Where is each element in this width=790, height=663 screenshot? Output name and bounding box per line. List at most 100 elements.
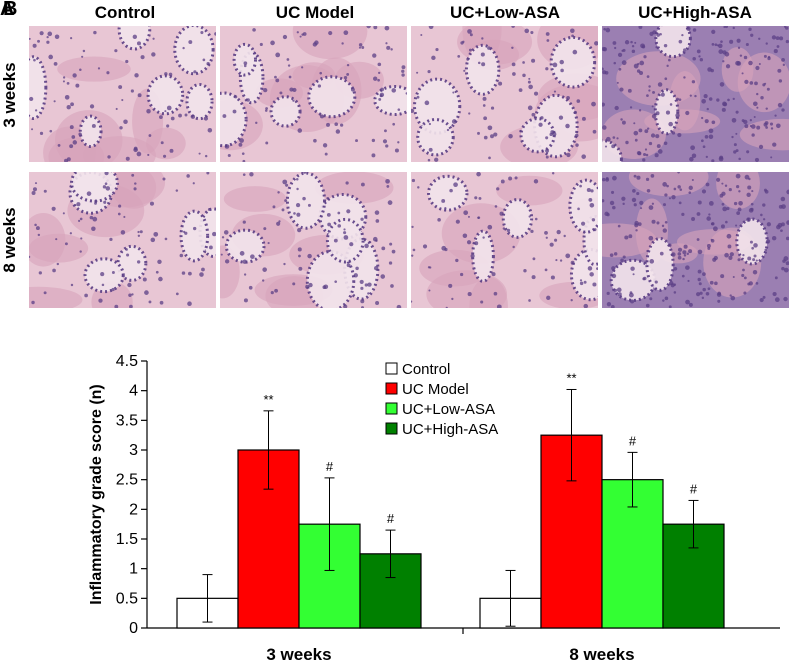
tissue-nucleus xyxy=(776,123,781,129)
y-tick-label: 1 xyxy=(129,561,138,578)
tissue-nucleus xyxy=(686,26,691,31)
tissue-nucleus xyxy=(662,228,667,233)
tissue-nucleus xyxy=(778,79,783,83)
tissue-nucleus xyxy=(751,246,754,250)
tissue-nucleus xyxy=(248,285,253,290)
tissue-nucleus xyxy=(385,144,389,148)
tissue-nucleus xyxy=(163,154,167,158)
tissue-nucleus xyxy=(270,40,275,46)
tissue-nucleus xyxy=(697,269,702,274)
tissue-nucleus xyxy=(337,211,341,215)
tissue-nucleus xyxy=(498,81,503,86)
tissue-nucleus xyxy=(265,141,269,145)
tissue-nucleus xyxy=(678,39,683,44)
tissue-nucleus xyxy=(52,268,56,273)
tissue-nucleus xyxy=(712,257,717,262)
tissue-nucleus xyxy=(718,43,723,49)
tissue-nucleus xyxy=(70,37,73,40)
tissue-nucleus xyxy=(558,115,564,120)
tissue-nucleus xyxy=(295,178,299,181)
tissue-nucleus xyxy=(482,236,485,239)
tissue-nucleus xyxy=(470,253,475,259)
y-tick-label: 3 xyxy=(129,442,138,459)
tissue-nucleus xyxy=(781,108,785,112)
tissue-nucleus xyxy=(602,102,606,107)
tissue-nucleus xyxy=(104,182,108,186)
tissue-nucleus xyxy=(648,89,651,92)
tissue-nucleus xyxy=(69,144,74,149)
tissue-nucleus xyxy=(573,110,577,115)
tissue-nucleus xyxy=(222,114,227,118)
tissue-nucleus xyxy=(528,84,533,90)
tissue-nucleus xyxy=(94,201,97,205)
tissue-nucleus xyxy=(193,70,197,74)
tissue-nucleus xyxy=(147,153,150,157)
tissue-nucleus xyxy=(640,207,643,210)
tissue-nucleus xyxy=(544,230,548,235)
tissue-nucleus xyxy=(531,112,536,117)
tissue-nucleus xyxy=(434,157,439,162)
tissue-nucleus xyxy=(375,301,380,306)
tissue-nucleus xyxy=(323,284,329,290)
tissue-nucleus xyxy=(621,49,624,52)
tissue-nucleus xyxy=(288,75,292,79)
tissue-nucleus xyxy=(401,73,405,77)
tissue-nucleus xyxy=(644,148,648,151)
tissue-nucleus xyxy=(326,122,330,127)
tissue-nucleus xyxy=(468,112,471,115)
tissue-nucleus xyxy=(731,135,734,139)
tissue-nucleus xyxy=(706,243,711,248)
tissue-nucleus xyxy=(691,178,694,182)
tissue-nucleus xyxy=(636,191,640,196)
tissue-nucleus xyxy=(612,136,616,139)
tissue-nucleus xyxy=(274,288,278,293)
tissue-nucleus xyxy=(298,254,301,258)
tissue-nucleus xyxy=(777,102,783,108)
tissue-nucleus xyxy=(506,228,511,233)
tissue-nucleus xyxy=(664,77,668,81)
tissue-gland xyxy=(29,55,48,120)
tissue-nucleus xyxy=(303,172,307,174)
tissue-nucleus xyxy=(720,224,725,229)
tissue-nucleus xyxy=(70,283,74,287)
tissue-nucleus xyxy=(292,99,295,102)
tissue-nucleus xyxy=(312,42,318,47)
tissue-nucleus xyxy=(282,34,288,40)
tissue-nucleus xyxy=(702,145,706,149)
tissue-nucleus xyxy=(361,46,365,49)
tissue-nucleus xyxy=(731,117,737,123)
tissue-nucleus xyxy=(221,236,225,239)
tissue-nucleus xyxy=(774,297,780,303)
tissue-nucleus xyxy=(717,299,721,303)
tissue-nucleus xyxy=(602,177,606,182)
tissue-nucleus xyxy=(435,47,439,52)
tissue-nucleus xyxy=(555,259,558,262)
tissue-nucleus xyxy=(519,129,522,133)
tissue-nucleus xyxy=(538,122,543,127)
tissue-nucleus xyxy=(673,267,678,271)
tissue-nucleus xyxy=(104,172,109,176)
tissue-nucleus xyxy=(528,215,531,218)
tissue-nucleus xyxy=(741,72,744,75)
tissue-nucleus xyxy=(730,295,736,301)
tissue-nucleus xyxy=(249,172,254,177)
tissue-nucleus xyxy=(422,244,428,249)
tissue-nucleus xyxy=(270,291,274,295)
tissue-nucleus xyxy=(783,267,789,273)
tissue-nucleus xyxy=(677,172,680,174)
tissue-nucleus xyxy=(710,222,714,226)
tissue-nucleus xyxy=(596,267,598,270)
tissue-nucleus xyxy=(758,62,761,65)
tissue-nucleus xyxy=(326,197,329,200)
tissue-nucleus xyxy=(405,92,407,95)
tissue-nucleus xyxy=(441,199,446,203)
tissue-nucleus xyxy=(617,52,623,57)
tissue-nucleus xyxy=(592,129,597,134)
tissue-nucleus xyxy=(499,211,504,216)
tissue-nucleus xyxy=(333,238,338,243)
tissue-nucleus xyxy=(159,115,163,119)
tissue-nucleus xyxy=(488,156,491,160)
tissue-nucleus xyxy=(35,226,40,231)
tissue-nucleus xyxy=(690,145,696,151)
tissue-nucleus xyxy=(657,82,663,87)
